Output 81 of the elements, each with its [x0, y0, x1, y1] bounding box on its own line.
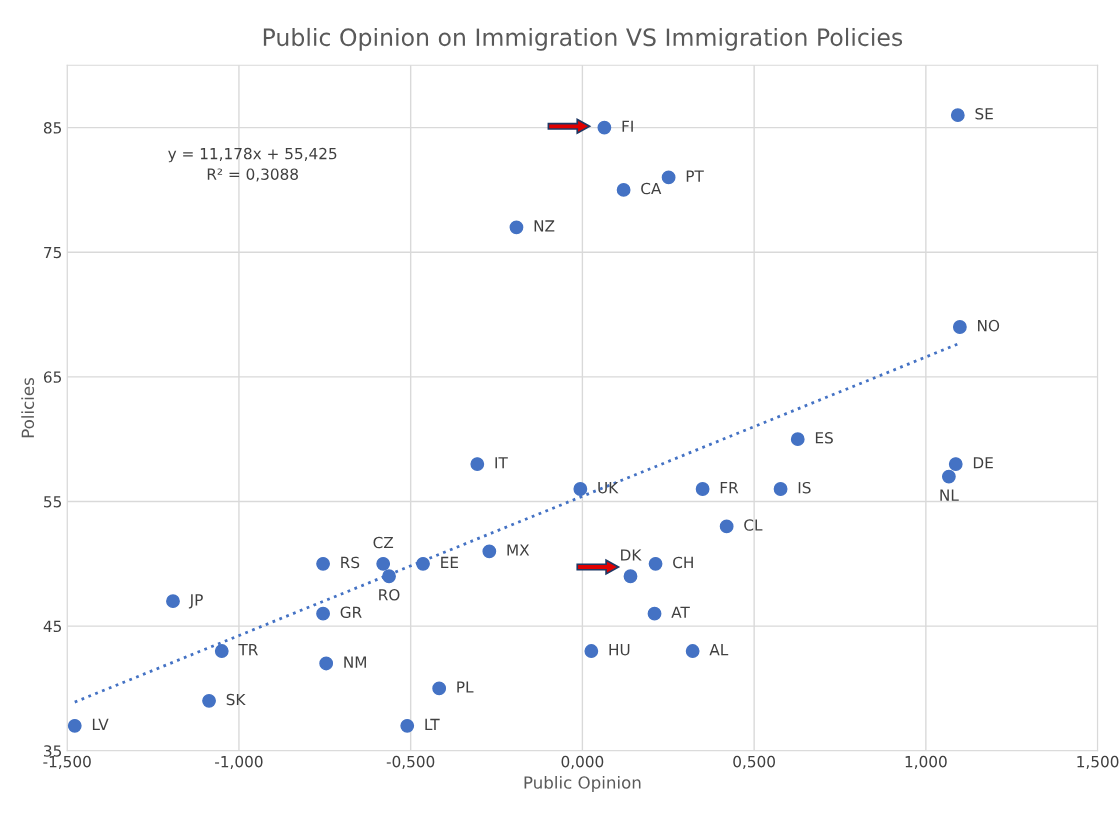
data-label: LV — [92, 718, 109, 731]
data-label: NO — [978, 319, 1000, 332]
point — [685, 644, 700, 658]
point — [648, 556, 663, 571]
data-label: DK — [621, 549, 642, 561]
x-axis-title: Public Opinion — [524, 775, 641, 793]
data-label: CH — [673, 556, 693, 569]
point — [316, 556, 330, 571]
y-tick-label: 45 — [43, 620, 61, 633]
point — [950, 108, 965, 123]
point — [623, 569, 638, 584]
point — [616, 182, 631, 197]
point — [790, 432, 805, 447]
point — [400, 718, 415, 733]
data-label: AL — [709, 644, 729, 656]
point — [316, 606, 330, 621]
point — [773, 482, 788, 496]
point — [952, 320, 967, 334]
data-label: FR — [720, 482, 739, 494]
data-label: RO — [379, 589, 400, 601]
point — [948, 457, 963, 471]
data-label: FI — [622, 120, 633, 132]
point — [376, 556, 391, 571]
point — [941, 469, 956, 484]
data-label: AT — [671, 606, 690, 618]
point — [319, 656, 334, 671]
data-label: CL — [744, 519, 763, 531]
data-label: SE — [975, 108, 993, 120]
data-label: RS — [341, 556, 360, 569]
point — [597, 120, 612, 135]
x-tick-label: 0,000 — [561, 755, 604, 769]
data-label: NZ — [534, 220, 555, 232]
data-label: ES — [815, 432, 833, 444]
y-tick-label: 35 — [44, 745, 61, 757]
point — [509, 220, 524, 235]
x-tick-label: -0,500 — [386, 755, 435, 769]
y-tick-label: 75 — [44, 246, 61, 259]
point — [719, 519, 734, 534]
x-tick-label: 0,500 — [733, 755, 775, 769]
point — [214, 644, 229, 658]
data-label: NL — [940, 489, 959, 501]
data-label: NM — [344, 656, 366, 668]
y-tick-label: 65 — [43, 371, 61, 383]
point — [584, 644, 599, 658]
point — [432, 681, 447, 696]
data-label: UK — [598, 482, 619, 494]
point — [166, 594, 180, 609]
data-label: MX — [507, 544, 530, 556]
data-label: LT — [425, 718, 440, 731]
point — [416, 556, 430, 571]
data-label: GR — [340, 606, 362, 619]
point — [573, 482, 588, 496]
data-label: IS — [798, 481, 811, 494]
annotation: y = 11,178x + 55,425 R² = 0,3088 — [168, 147, 337, 182]
point — [661, 170, 676, 185]
data-label: TR — [238, 644, 258, 656]
data-label: JP — [188, 594, 203, 609]
data-label: EE — [441, 556, 459, 568]
point — [382, 569, 396, 584]
data-label: IT — [495, 457, 508, 469]
data-label: CZ — [373, 536, 394, 549]
data-label: PT — [686, 170, 704, 182]
data-label: SK — [226, 693, 246, 706]
point — [470, 457, 485, 471]
x-tick-label: 1,000 — [905, 755, 947, 769]
point — [647, 606, 662, 621]
y-tick-label: 55 — [44, 496, 61, 508]
x-tick-label: 1,500 — [1077, 755, 1119, 769]
y-tick-label: 85 — [43, 122, 61, 134]
point — [482, 544, 497, 559]
x-tick-label: -1,500 — [43, 755, 91, 769]
data-label: HU — [609, 644, 630, 656]
point — [202, 693, 216, 708]
x-tick-label: -1,000 — [215, 755, 263, 769]
chart-title: Public Opinion on Immigration VS Immigration Policies — [263, 27, 903, 51]
data-label: CA — [641, 182, 662, 195]
point — [695, 482, 710, 496]
data-label: DE — [973, 457, 993, 469]
y-axis-title: Policies — [21, 378, 35, 438]
data-label: PL — [457, 681, 474, 693]
point — [67, 718, 82, 733]
